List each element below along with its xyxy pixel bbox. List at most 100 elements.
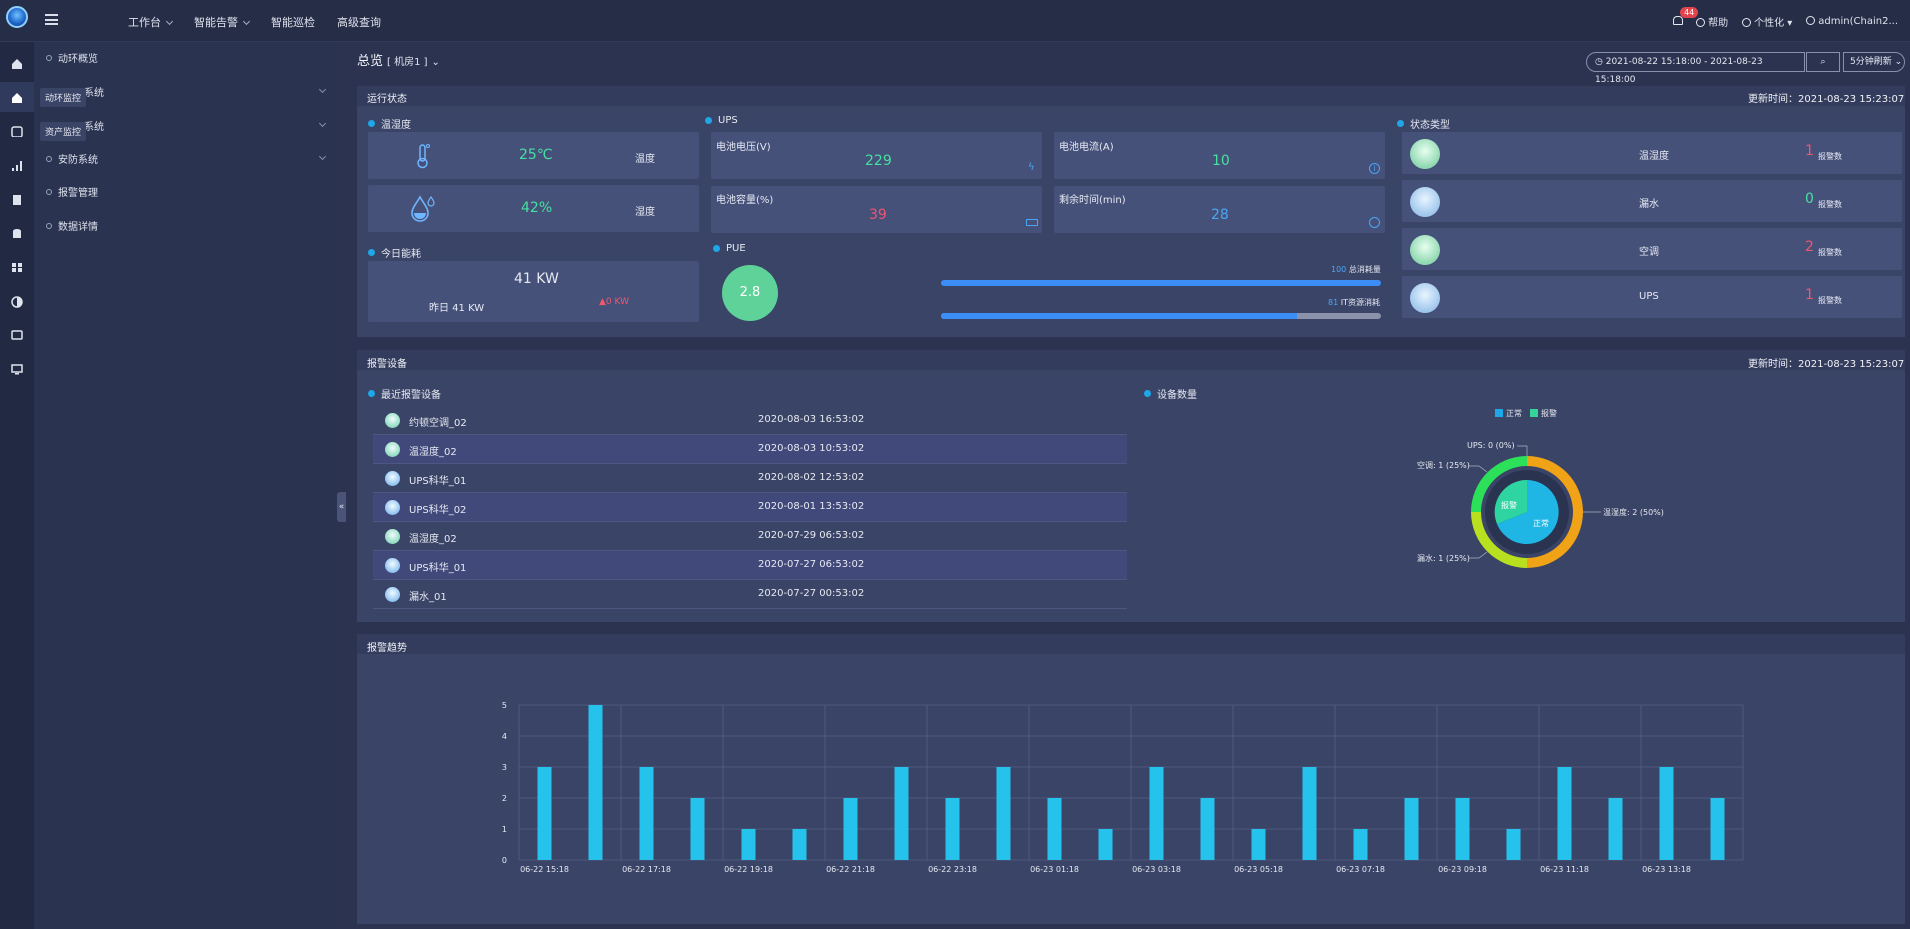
device-icon [385, 442, 400, 457]
nav-smart-inspection[interactable]: 智能巡检 [271, 16, 315, 29]
device-icon [385, 587, 400, 602]
trend-bar[interactable] [1200, 798, 1215, 860]
alarm-time: 2020-08-01 13:53:02 [758, 501, 865, 512]
table-row[interactable]: 约顿空调_02 2020-08-03 16:53:02 [373, 406, 1127, 435]
table-row[interactable]: 漏水_01 2020-07-27 00:53:02 [373, 580, 1127, 609]
status-type-unit: 报警数 [1818, 152, 1842, 161]
status-type-row[interactable]: 温湿度 1 报警数 [1402, 132, 1902, 176]
alarm-time: 2020-08-02 12:53:02 [758, 472, 865, 483]
help-button[interactable]: 帮助 [1696, 14, 1728, 29]
trend-bar[interactable] [588, 705, 603, 860]
sidebar-item-security[interactable]: 安防系统 [46, 151, 98, 166]
date-range-input[interactable]: ◷ 2021-08-22 15:18:00 - 2021-08-23 15:18… [1586, 52, 1805, 85]
room-selector[interactable]: [ 机房1 ] [387, 57, 428, 68]
nav-smart-alarm[interactable]: 智能告警 [194, 14, 249, 30]
trend-bar[interactable] [894, 767, 909, 860]
battery-current-value: 10 [1212, 153, 1230, 169]
gear-icon [1742, 18, 1752, 27]
status-type-name: 温湿度 [1639, 151, 1669, 162]
chevron-down-icon [318, 152, 327, 161]
status-type-row[interactable]: UPS 1 报警数 [1402, 276, 1902, 320]
contrast-icon[interactable] [11, 296, 23, 308]
nav-advanced-query[interactable]: 高级查询 [337, 16, 381, 29]
table-row[interactable]: UPS科华_01 2020-07-27 06:53:02 [373, 551, 1127, 580]
trend-bar[interactable] [1557, 767, 1572, 860]
x-tick-label: 06-23 03:18 [1132, 865, 1181, 874]
trend-bar[interactable] [1047, 798, 1062, 860]
table-row[interactable]: UPS科华_01 2020-08-02 12:53:02 [373, 464, 1127, 493]
status-type-row[interactable]: 漏水 0 报警数 [1402, 180, 1902, 224]
legend-normal[interactable]: 正常 [1495, 408, 1522, 419]
trend-bar[interactable] [639, 767, 654, 860]
trend-bar[interactable] [1404, 798, 1419, 860]
user-menu[interactable]: admin(Chain2... [1806, 16, 1898, 27]
trend-bar[interactable] [792, 829, 807, 860]
status-type-unit: 报警数 [1818, 248, 1842, 257]
trend-bar[interactable] [1608, 798, 1623, 860]
donut-legend: 正常 报警 [1495, 408, 1557, 419]
home-icon[interactable] [11, 58, 23, 69]
card-icon[interactable] [11, 330, 23, 340]
monitor-icon[interactable] [11, 364, 23, 375]
grid-icon[interactable] [11, 262, 23, 273]
status-type-count: 1 [1805, 287, 1814, 303]
database-icon[interactable] [12, 228, 22, 240]
sidebar-item-data-detail[interactable]: 数据详情 [46, 218, 98, 233]
donut-segment-th[interactable] [1527, 456, 1583, 568]
alarm-trend-title: 报警趋势 [367, 643, 407, 654]
status-type-unit: 报警数 [1818, 200, 1842, 209]
sidebar-item-system-1[interactable]: 系统 [84, 84, 104, 99]
device-name: UPS科华_02 [409, 505, 467, 516]
nav-workbench[interactable]: 工作台 [128, 14, 172, 30]
page-title: 总览[ 机房1 ] ⌄ [357, 50, 440, 69]
thermometer-icon [417, 144, 430, 169]
status-type-row[interactable]: 空调 2 报警数 [1402, 228, 1902, 272]
trend-bar[interactable] [1506, 829, 1521, 860]
legend-alarm[interactable]: 报警 [1530, 408, 1557, 419]
x-tick-label: 06-22 21:18 [826, 865, 875, 874]
trend-bar[interactable] [537, 767, 552, 860]
collapse-sidebar-button[interactable]: « [337, 492, 346, 522]
sidebar-item-overview[interactable]: 动环概览 [46, 50, 98, 65]
donut-segment-ac[interactable] [1471, 456, 1527, 512]
trend-bar[interactable] [1659, 767, 1674, 860]
trend-bar[interactable] [690, 798, 705, 860]
trend-bar[interactable] [741, 829, 756, 860]
trend-bar[interactable] [843, 798, 858, 860]
table-row[interactable]: 温湿度_02 2020-07-29 06:53:02 [373, 522, 1127, 551]
sidebar-item-system-2[interactable]: 系统 [84, 118, 104, 133]
menu-toggle-icon[interactable] [45, 14, 58, 25]
trend-bar[interactable] [1302, 767, 1317, 860]
sidebar-item-alarm-mgmt[interactable]: 报警管理 [46, 184, 98, 199]
sidebar-label: 安防系统 [58, 155, 98, 166]
document-icon[interactable] [12, 194, 22, 206]
table-row[interactable]: 温湿度_02 2020-08-03 10:53:02 [373, 435, 1127, 464]
status-type-count: 0 [1805, 191, 1814, 207]
cube-icon[interactable] [11, 126, 23, 137]
top-right-tools: 44 帮助 个性化 ▾ admin(Chain2... [1672, 7, 1898, 29]
table-row[interactable]: UPS科华_02 2020-08-01 13:53:02 [373, 493, 1127, 522]
notification-button[interactable]: 44 [1672, 7, 1699, 28]
energy-title: 今日能耗 [368, 245, 421, 260]
trend-bar[interactable] [996, 767, 1011, 860]
donut-inner-normal[interactable] [1497, 480, 1559, 544]
search-button[interactable]: ⌕ [1806, 52, 1840, 72]
trend-bar[interactable] [945, 798, 960, 860]
battery-current-card [1054, 132, 1385, 179]
donut-inner-alarm[interactable] [1494, 479, 1527, 524]
donut-segment-leak[interactable] [1471, 512, 1527, 568]
pue-title: PUE [713, 243, 746, 254]
menu-dot-icon [46, 188, 52, 195]
trend-bar[interactable] [1710, 798, 1725, 860]
trend-bar[interactable] [1098, 829, 1113, 860]
trend-bar[interactable] [1353, 829, 1368, 860]
refresh-select[interactable]: 5分钟刷新 ⌄ [1843, 52, 1905, 72]
trend-bar[interactable] [1251, 829, 1266, 860]
home-active-icon[interactable] [11, 92, 23, 103]
bell-icon: 44 [1672, 7, 1699, 25]
personalize-label: 个性化 [1754, 18, 1785, 29]
trend-bar[interactable] [1455, 798, 1470, 860]
signal-icon[interactable] [11, 160, 23, 171]
trend-bar[interactable] [1149, 767, 1164, 860]
personalize-button[interactable]: 个性化 ▾ [1742, 14, 1792, 29]
